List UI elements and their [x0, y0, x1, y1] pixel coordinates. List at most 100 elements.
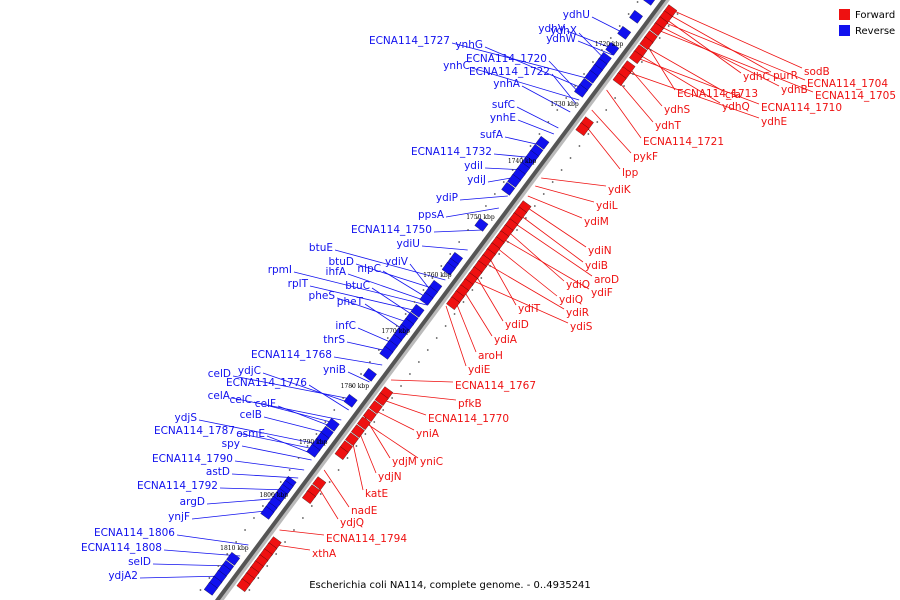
axis-dot: [667, 25, 670, 27]
forward-leader-line: [661, 15, 742, 74]
axis-dot: [444, 325, 447, 327]
reverse-gene-feature: [306, 443, 321, 458]
reverse-gene-label: ydhX: [550, 25, 577, 37]
axis-dot: [542, 193, 545, 195]
axis-dot: [458, 241, 461, 243]
reverse-gene-label: infC: [335, 320, 356, 332]
reverse-gene-label: btuE: [309, 242, 333, 254]
forward-leader-line: [634, 51, 721, 104]
axis-dot: [565, 97, 568, 99]
reverse-gene-label: ECNA114_1806: [94, 527, 175, 539]
reverse-leader-line: [355, 263, 439, 291]
forward-leader-line: [527, 195, 583, 219]
axis-dot: [324, 421, 327, 423]
reverse-gene-label: rpmI: [268, 264, 292, 276]
forward-gene-label: ydiR: [566, 307, 589, 319]
axis-dot: [413, 301, 416, 303]
reverse-gene-label: celB: [240, 409, 262, 421]
axis-dot: [400, 385, 402, 387]
axis-dot: [208, 577, 211, 579]
forward-gene-label: ydiT: [518, 303, 541, 315]
reverse-gene-feature: [584, 69, 599, 84]
reverse-leader-line: [293, 271, 427, 306]
reverse-gene-label: btuC: [345, 280, 370, 292]
forward-gene-feature: [639, 36, 654, 51]
reverse-leader-line: [517, 119, 555, 135]
reverse-gene-label: spy: [222, 438, 240, 450]
forward-leader-line: [445, 305, 467, 367]
forward-gene-label: ECNA114_1705: [815, 90, 896, 102]
genome-caption: Escherichia coli NA114, complete genome.…: [309, 580, 591, 591]
axis-dot: [529, 145, 532, 147]
reverse-gene-label: celC: [230, 394, 252, 406]
forward-gene-label: aroH: [478, 350, 503, 362]
axis-dot: [315, 433, 318, 435]
axis-dot: [253, 517, 255, 519]
axis-dot: [297, 457, 300, 459]
reverse-gene-label: ECNA114_1750: [351, 224, 432, 236]
reverse-gene-label: yniB: [323, 364, 346, 376]
axis-dot: [333, 409, 336, 411]
axis-dot: [244, 529, 246, 531]
forward-gene-label: ydiA: [494, 334, 518, 346]
axis-dot: [360, 373, 362, 375]
reverse-gene-feature: [617, 25, 632, 40]
reverse-gene-label: ydiP: [436, 192, 458, 204]
axis-dot: [676, 13, 679, 15]
axis-dot: [480, 277, 483, 279]
reverse-leader-line: [521, 85, 571, 113]
forward-gene-label: ydhE: [761, 116, 787, 128]
reverse-leader-line: [421, 245, 468, 251]
reverse-gene-label: ynhA: [493, 78, 521, 90]
forward-leader-line: [382, 391, 457, 401]
reverse-gene-label: thrS: [323, 334, 345, 346]
axis-dot: [391, 397, 394, 399]
axis-dot: [217, 565, 220, 567]
axis-dot: [440, 265, 443, 267]
forward-leader-line: [515, 211, 584, 263]
reverse-gene-label: ECNA114_1722: [469, 66, 550, 78]
reverse-gene-label: ydhU: [563, 9, 590, 21]
axis-dot: [596, 121, 599, 123]
axis-dot: [351, 385, 354, 387]
reverse-gene-label: osmE: [236, 428, 265, 440]
axis-dot: [632, 73, 634, 75]
forward-gene-label: ECNA114_1794: [326, 533, 407, 545]
axis-dot: [520, 157, 523, 159]
forward-gene-label: sodB: [804, 66, 830, 78]
forward-gene-label: purR: [773, 70, 798, 82]
forward-leader-line: [279, 529, 325, 536]
forward-gene-feature: [612, 72, 627, 87]
forward-leader-line: [582, 121, 621, 170]
reverse-gene-feature: [343, 393, 358, 408]
axis-dot: [574, 85, 577, 87]
forward-gene-feature: [356, 416, 371, 431]
reverse-gene-label: celA: [208, 390, 231, 402]
forward-leader-line: [631, 55, 760, 105]
reverse-gene-label: ynhG: [455, 39, 483, 51]
reverse-gene-feature: [474, 217, 489, 232]
reverse-gene-label: selD: [128, 556, 151, 568]
reverse-leader-line: [263, 416, 331, 435]
reverse-gene-feature: [501, 181, 516, 196]
forward-gene-feature: [345, 432, 359, 447]
reverse-gene-label: ECNA114_1727: [369, 35, 450, 47]
forward-gene-feature: [649, 22, 664, 37]
forward-gene-feature: [374, 392, 389, 407]
forward-leader-line: [521, 203, 587, 248]
axis-tick-label: 1800 kbp: [260, 492, 289, 499]
forward-gene-feature: [236, 578, 251, 593]
reverse-leader-line: [206, 497, 284, 505]
forward-leader-line: [640, 43, 724, 92]
axis-dot: [493, 193, 496, 195]
forward-leader-line: [658, 19, 806, 81]
forward-gene-feature: [312, 476, 327, 491]
reverse-gene-label: ydiU: [397, 238, 420, 250]
axis-dot: [583, 73, 585, 75]
reverse-gene-label: btuD: [328, 256, 354, 268]
axis-dot: [275, 553, 278, 555]
legend-reverse-swatch: [839, 25, 850, 36]
forward-gene-feature: [629, 50, 643, 65]
reverse-leader-line: [234, 460, 305, 471]
forward-leader-line: [361, 419, 419, 459]
